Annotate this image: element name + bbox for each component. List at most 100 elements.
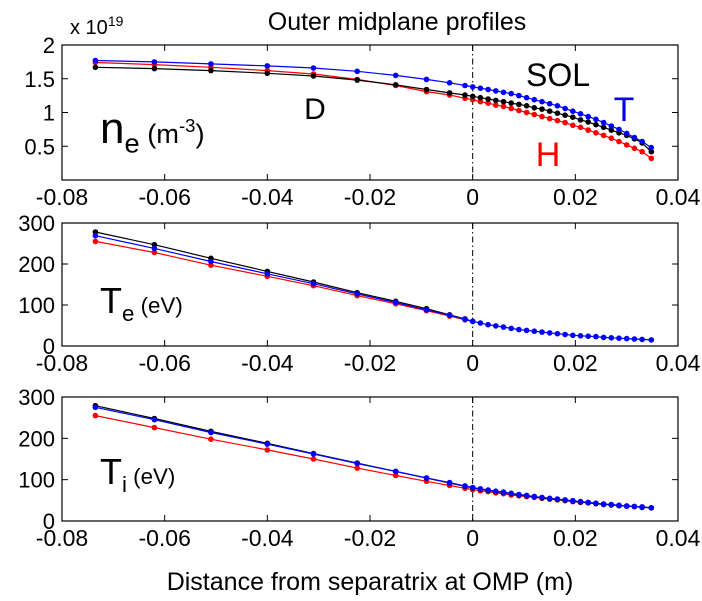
data-point-T <box>264 441 271 447</box>
data-point-T <box>554 496 561 502</box>
data-point-D <box>423 86 430 93</box>
x-tick-label: 0.04 <box>656 350 701 376</box>
data-point-T <box>423 76 430 83</box>
data-point-T <box>585 499 591 506</box>
data-point-T <box>631 336 638 342</box>
series-line-T <box>95 235 652 341</box>
data-point-H <box>554 117 561 124</box>
y-tick-label: 100 <box>18 468 55 493</box>
data-point-T <box>577 498 584 505</box>
data-point-D <box>570 114 576 120</box>
series-line-T <box>95 406 652 509</box>
x-tick-label: 0.04 <box>656 184 701 210</box>
data-point-H <box>648 155 655 162</box>
x-tick-label: 0.02 <box>553 350 598 376</box>
y-tick-label: 100 <box>18 293 55 318</box>
data-point-T <box>554 103 561 109</box>
series-D <box>92 64 655 155</box>
data-point-D <box>354 77 361 83</box>
y-tick-label: 1 <box>43 101 55 126</box>
data-point-H <box>151 424 158 431</box>
data-point-T <box>508 490 514 497</box>
data-point-T <box>562 331 568 338</box>
label-sub: e <box>122 301 134 326</box>
series-T <box>92 232 655 343</box>
label-sub: i <box>122 472 127 497</box>
data-point-D <box>462 92 468 98</box>
data-point-T <box>523 94 530 101</box>
data-point-T <box>208 258 214 265</box>
data-point-T <box>546 330 553 336</box>
data-point-H <box>310 456 317 462</box>
x-tick-label: 0 <box>466 184 479 210</box>
data-point-T <box>92 404 99 411</box>
data-point-T <box>616 502 622 509</box>
label-main: T <box>100 451 122 492</box>
data-point-H <box>354 465 361 471</box>
label-main: T <box>100 280 122 321</box>
figure-title: Outer midplane profiles <box>268 8 526 36</box>
panel-quantity-label: ne (m-3) <box>100 104 205 159</box>
data-point-T <box>469 318 476 325</box>
y-tick-label: 0.5 <box>24 134 55 159</box>
data-point-T <box>92 57 99 64</box>
y-tick-label: 2 <box>43 33 55 58</box>
data-point-T <box>585 333 591 340</box>
data-point-T <box>493 323 499 329</box>
data-point-T <box>92 232 99 239</box>
data-point-T <box>546 100 553 107</box>
x-tick-label: 0.02 <box>553 184 598 210</box>
data-point-T <box>477 486 484 492</box>
y-tick-label: 200 <box>18 252 55 277</box>
data-point-D <box>151 65 158 72</box>
data-point-D <box>264 70 271 77</box>
data-point-H <box>264 447 271 453</box>
data-point-T <box>469 484 476 491</box>
data-point-T <box>531 493 538 500</box>
data-point-T <box>616 335 622 342</box>
data-point-T <box>151 245 158 252</box>
series-line-D <box>95 405 652 509</box>
data-point-T <box>600 119 607 126</box>
data-point-T <box>462 316 468 323</box>
data-point-D <box>208 67 214 74</box>
data-point-T <box>469 84 476 90</box>
data-point-H <box>562 119 568 126</box>
data-point-T <box>264 271 271 277</box>
exponent-prefix: x 10 <box>70 17 108 39</box>
data-point-D <box>562 112 568 118</box>
data-point-H <box>600 132 607 139</box>
x-tick-label: -0.02 <box>344 525 396 551</box>
data-point-T <box>523 492 530 499</box>
data-point-T <box>446 479 453 486</box>
y-tick-label: 1.5 <box>24 67 55 92</box>
data-point-T <box>554 330 561 337</box>
data-point-H <box>593 130 599 136</box>
data-point-T <box>608 335 615 341</box>
data-point-D <box>608 127 615 133</box>
data-point-D <box>585 119 591 125</box>
data-point-D <box>516 101 522 108</box>
data-point-T <box>423 307 430 313</box>
data-point-T <box>600 501 607 507</box>
data-point-T <box>648 144 655 151</box>
data-point-T <box>446 312 453 319</box>
data-point-T <box>546 495 553 502</box>
data-point-T <box>500 324 507 330</box>
data-point-T <box>593 500 599 507</box>
data-point-H <box>608 135 615 141</box>
data-point-H <box>616 138 622 145</box>
label-unit: (m <box>140 118 179 149</box>
data-point-T <box>539 494 545 501</box>
data-point-T <box>310 280 317 287</box>
data-point-T <box>570 332 576 339</box>
data-point-T <box>608 501 615 508</box>
x-tick-label: -0.02 <box>344 184 396 210</box>
y-tick-label: 0 <box>43 509 55 534</box>
label-unit-sup: -3 <box>179 115 195 136</box>
data-point-T <box>208 61 214 67</box>
x-tick-label: -0.04 <box>241 184 294 210</box>
label-unit: (eV) <box>134 293 182 318</box>
data-point-T <box>577 333 584 339</box>
data-point-T <box>585 113 591 120</box>
